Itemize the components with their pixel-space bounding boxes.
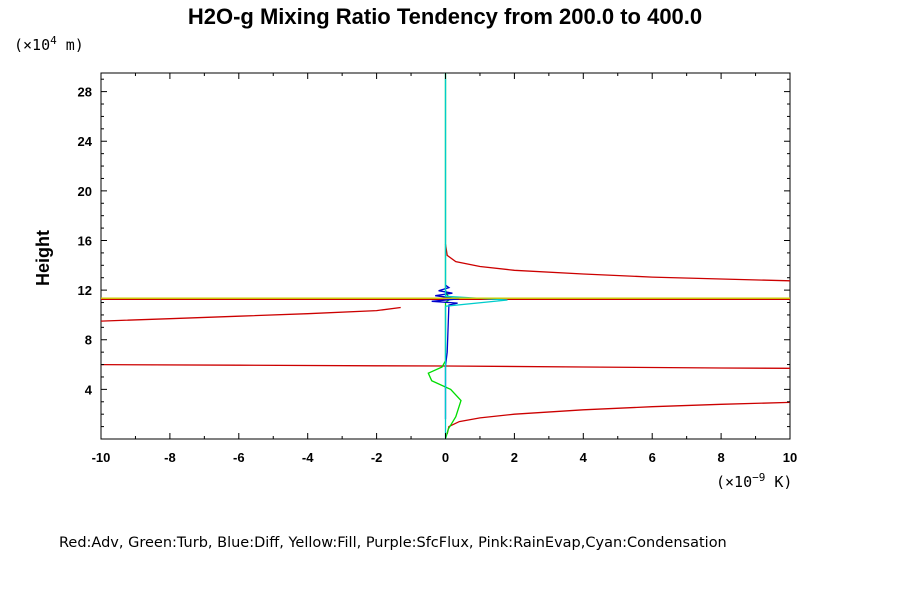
x-tick-label: -6 xyxy=(233,450,245,465)
x-tick-label: 2 xyxy=(511,450,518,465)
y-tick-label: 20 xyxy=(78,184,92,199)
y-tick-label: 16 xyxy=(78,233,92,248)
series-line-7 xyxy=(444,73,508,439)
x-tick-label: 8 xyxy=(717,450,724,465)
x-tick-label: -8 xyxy=(164,450,176,465)
chart-title: H2O-g Mixing Ratio Tendency from 200.0 t… xyxy=(188,4,702,29)
y-axis-label: Height xyxy=(33,230,53,286)
y-tick-label: 28 xyxy=(78,85,92,100)
y-tick-label: 4 xyxy=(85,382,93,397)
x-tick-label: -2 xyxy=(371,450,383,465)
series-line-1 xyxy=(100,306,401,322)
x-tick-label: 6 xyxy=(649,450,656,465)
series-line-0 xyxy=(444,244,791,282)
y-tick-label: 8 xyxy=(85,333,92,348)
x-tick-label: -10 xyxy=(92,450,111,465)
y-tick-label: 12 xyxy=(78,283,92,298)
x-tick-label: 0 xyxy=(442,450,449,465)
series-line-6 xyxy=(431,284,460,420)
x-tick-label: 4 xyxy=(580,450,588,465)
series-line-3 xyxy=(446,401,791,435)
x-unit-label: (×10−9 K) xyxy=(716,471,792,491)
series-layer xyxy=(100,73,791,440)
y-unit-label: (×104 m) xyxy=(14,34,84,54)
y-tick-label: 24 xyxy=(78,134,93,149)
legend-text: Red:Adv, Green:Turb, Blue:Diff, Yellow:F… xyxy=(59,535,727,551)
series-line-5 xyxy=(427,73,462,440)
x-tick-label: 10 xyxy=(783,450,797,465)
x-tick-label: -4 xyxy=(302,450,314,465)
